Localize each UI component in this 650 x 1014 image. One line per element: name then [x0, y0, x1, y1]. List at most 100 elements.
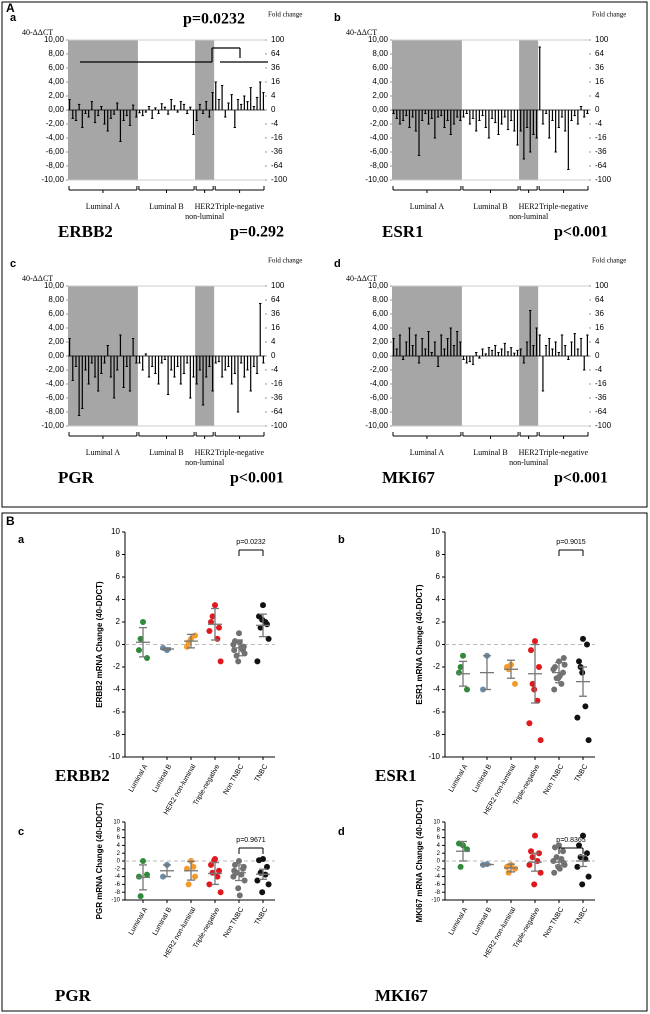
bar	[405, 110, 407, 116]
y-tick-label: -2	[113, 662, 121, 671]
bar	[462, 356, 465, 360]
data-point	[216, 624, 222, 631]
bar	[396, 110, 398, 119]
y-tick-label: -8	[433, 730, 441, 739]
bar	[202, 356, 204, 405]
bar	[478, 356, 480, 359]
bar	[497, 352, 500, 356]
bar	[94, 356, 96, 377]
bar	[75, 110, 77, 121]
y2-tick-label: -36	[271, 147, 283, 156]
bar	[567, 356, 569, 360]
bar	[583, 110, 585, 117]
bar	[513, 110, 515, 131]
y2-tick-label: 36	[271, 63, 280, 72]
bar	[199, 356, 201, 370]
x-tick-label: Non TNBC	[222, 763, 245, 796]
y-tick-label: -6,00	[46, 147, 65, 156]
bar	[189, 356, 191, 398]
y2-tick-label: -16	[271, 133, 283, 142]
bar	[177, 356, 179, 367]
bar	[529, 110, 531, 152]
y-tick-label: 0,00	[48, 351, 64, 360]
y2-axis-label: Fold change	[268, 257, 302, 265]
bar	[253, 356, 255, 367]
bar	[507, 110, 509, 130]
bar	[494, 345, 496, 356]
data-point	[217, 658, 224, 665]
bar	[504, 343, 506, 356]
bar	[392, 338, 395, 356]
y-tick-label: -6	[435, 882, 441, 888]
bar	[262, 356, 265, 363]
y-tick-label: -10,00	[41, 421, 64, 430]
bar	[574, 333, 576, 356]
y-tick-label: 8,00	[372, 295, 388, 304]
data-point	[584, 850, 590, 857]
bar	[437, 356, 439, 367]
bar	[520, 110, 522, 131]
bar	[211, 356, 214, 391]
y2-tick-label: 0	[271, 351, 276, 360]
bar	[532, 345, 534, 356]
bar	[469, 356, 471, 362]
x-tick-label: Luminal A	[128, 763, 150, 793]
bar	[189, 107, 191, 110]
bar	[583, 356, 585, 370]
bar	[558, 110, 560, 128]
bar	[399, 110, 401, 124]
data-point	[144, 655, 150, 661]
bar	[526, 342, 528, 356]
x-tick-label: Luminal A	[448, 763, 470, 793]
data-point	[532, 832, 538, 839]
y2-tick-label: 36	[271, 309, 280, 318]
bar	[237, 99, 239, 110]
y-tick-label: -10,00	[365, 421, 388, 430]
y-tick-label: -10	[431, 898, 440, 904]
data-point	[209, 613, 216, 620]
bar	[84, 356, 87, 370]
data-point	[192, 873, 198, 880]
group-label: Triple-negative	[215, 202, 264, 211]
y-tick-label: 2,00	[372, 337, 388, 346]
x-tick-label: Triple-negative	[192, 906, 221, 949]
bar	[97, 356, 99, 391]
bar	[453, 110, 455, 124]
bar	[262, 92, 265, 110]
bar	[243, 356, 245, 377]
bar	[561, 110, 563, 117]
y-tick-label: 4,00	[372, 77, 388, 86]
group-label: HER2	[519, 448, 539, 457]
data-point	[512, 865, 518, 872]
bar	[586, 335, 589, 356]
bar	[555, 342, 557, 356]
panel-frame	[1, 1, 648, 508]
data-point	[140, 858, 146, 864]
data-point	[551, 869, 558, 876]
data-point	[230, 641, 237, 648]
data-point	[534, 697, 541, 704]
bar	[523, 356, 525, 363]
p-value: p=0.8365	[556, 837, 585, 844]
bar	[154, 107, 156, 110]
bar	[88, 110, 90, 117]
bar	[424, 349, 426, 356]
group-label: HER2	[195, 202, 215, 211]
y-tick-label: 8,00	[48, 49, 64, 58]
data-point	[259, 616, 266, 623]
bar	[186, 356, 188, 363]
bar	[215, 356, 217, 363]
bar	[542, 356, 544, 391]
bar	[231, 94, 233, 110]
y-tick-label: -4	[115, 874, 121, 880]
group-label: Luminal A	[86, 202, 121, 211]
data-point	[526, 720, 533, 727]
bar	[94, 110, 96, 123]
bar	[142, 356, 144, 370]
y2-tick-label: -4	[595, 365, 603, 374]
group-label: Luminal B	[473, 202, 507, 211]
bar	[475, 352, 477, 356]
bar	[151, 110, 153, 119]
bar	[478, 110, 480, 121]
y2-tick-label: 64	[271, 49, 280, 58]
